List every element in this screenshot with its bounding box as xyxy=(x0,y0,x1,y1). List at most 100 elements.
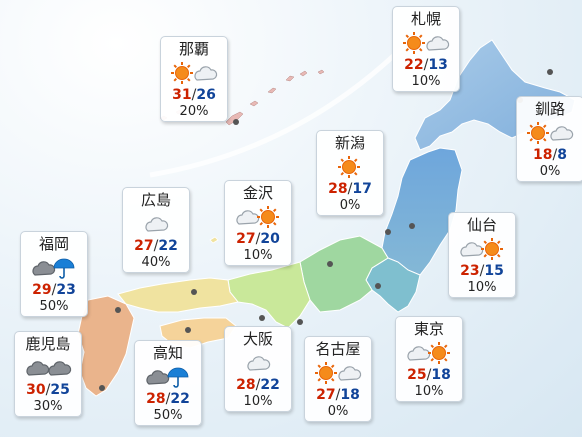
precip-probability: 50% xyxy=(153,408,183,423)
forecast-card[interactable]: 東京 25/18 10% xyxy=(395,316,463,402)
sun-icon xyxy=(527,122,549,144)
high-temp: 30 xyxy=(26,382,46,398)
forecast-card[interactable]: 那覇 31/26 20% xyxy=(160,36,228,122)
city-name: 広島 xyxy=(140,191,171,209)
weather-icons xyxy=(21,254,87,282)
low-temp: 15 xyxy=(484,263,504,279)
precip-probability: 10% xyxy=(467,280,497,295)
temperature: 31/26 xyxy=(161,87,227,104)
forecast-card[interactable]: 高知 28/22 50% xyxy=(134,340,202,426)
cloud-icon xyxy=(146,370,170,385)
forecast-card[interactable]: 名古屋 27/18 0% xyxy=(304,336,372,422)
city-name: 高知 xyxy=(152,344,183,362)
temp-separator: / xyxy=(165,391,171,407)
low-temp: 17 xyxy=(352,181,372,197)
cloud-icon xyxy=(145,217,169,232)
weather-icons xyxy=(161,59,227,87)
sun-icon xyxy=(315,362,337,384)
temperature: 22/13 xyxy=(393,57,459,74)
cloud-icon xyxy=(48,361,72,376)
weather-icons xyxy=(135,363,201,391)
city-name: 新潟 xyxy=(334,134,365,152)
city-name: 名古屋 xyxy=(315,340,361,358)
temperature: 18/8 xyxy=(517,147,582,164)
city-name: 金沢 xyxy=(242,184,273,202)
temperature: 23/15 xyxy=(449,263,515,280)
forecast-card[interactable]: 広島 27/22 40% xyxy=(122,187,190,273)
high-temp: 29 xyxy=(32,282,52,298)
temperature: 30/25 xyxy=(15,382,81,399)
forecast-card[interactable]: 釧路 18/8 0% xyxy=(516,96,582,182)
temp-separator: / xyxy=(153,238,159,254)
city-name: 那覇 xyxy=(178,40,209,58)
cloud-icon xyxy=(247,356,271,371)
high-temp: 22 xyxy=(404,57,424,73)
cloud-icon xyxy=(26,361,50,376)
high-temp: 28 xyxy=(146,391,166,407)
cloud-icon xyxy=(194,66,218,81)
city-name: 東京 xyxy=(413,320,444,338)
weather-icons xyxy=(449,235,515,263)
weather-icons xyxy=(393,29,459,57)
sun-icon xyxy=(481,238,503,260)
forecast-card[interactable]: 仙台 23/15 10% xyxy=(448,212,516,298)
high-temp: 27 xyxy=(134,238,154,254)
high-temp: 28 xyxy=(328,181,348,197)
precip-probability: 10% xyxy=(243,248,273,263)
forecast-card[interactable]: 鹿児島 30/25 30% xyxy=(14,331,82,417)
forecast-card[interactable]: 福岡 29/23 50% xyxy=(20,231,88,317)
temperature: 27/20 xyxy=(225,231,291,248)
forecast-card[interactable]: 新潟 28/17 0% xyxy=(316,130,384,216)
sun-icon xyxy=(338,156,360,178)
precip-probability: 30% xyxy=(33,399,63,414)
forecast-card[interactable]: 金沢 27/20 10% xyxy=(224,180,292,266)
temp-separator: / xyxy=(51,282,57,298)
city-name: 福岡 xyxy=(38,235,69,253)
precip-probability: 10% xyxy=(411,74,441,89)
temp-separator: / xyxy=(479,263,485,279)
low-temp: 25 xyxy=(50,382,70,398)
high-temp: 27 xyxy=(236,231,256,247)
okinawa-divider-arc xyxy=(149,38,412,178)
forecast-card[interactable]: 札幌 22/13 10% xyxy=(392,6,460,92)
temp-separator: / xyxy=(347,181,353,197)
temperature: 28/22 xyxy=(225,377,291,394)
weather-icons xyxy=(225,349,291,377)
city-name: 釧路 xyxy=(534,100,565,118)
temp-separator: / xyxy=(45,382,51,398)
cloud-icon xyxy=(236,210,260,225)
high-temp: 25 xyxy=(407,367,427,383)
high-temp: 18 xyxy=(533,147,553,163)
high-temp: 28 xyxy=(236,377,256,393)
weather-icons xyxy=(317,153,383,181)
low-temp: 22 xyxy=(260,377,280,393)
temperature: 27/18 xyxy=(305,387,371,404)
precip-probability: 20% xyxy=(179,104,209,119)
chubu xyxy=(299,235,389,313)
high-temp: 27 xyxy=(316,387,336,403)
temperature: 27/22 xyxy=(123,238,189,255)
low-temp: 20 xyxy=(260,231,280,247)
forecast-card[interactable]: 大阪 28/22 10% xyxy=(224,326,292,412)
precip-probability: 50% xyxy=(39,299,69,314)
precip-probability: 0% xyxy=(327,404,349,419)
temp-separator: / xyxy=(191,87,197,103)
low-temp: 23 xyxy=(56,282,76,298)
low-temp: 18 xyxy=(431,367,451,383)
low-temp: 13 xyxy=(428,57,448,73)
high-temp: 31 xyxy=(172,87,192,103)
tohoku xyxy=(381,147,463,276)
sun-icon xyxy=(403,32,425,54)
high-temp: 23 xyxy=(460,263,480,279)
umbrella-icon xyxy=(53,258,75,279)
low-temp: 26 xyxy=(196,87,216,103)
city-markers xyxy=(99,69,553,391)
city-name: 鹿児島 xyxy=(25,335,71,353)
low-temp: 8 xyxy=(557,147,567,163)
precip-probability: 10% xyxy=(414,384,444,399)
temp-separator: / xyxy=(255,377,261,393)
weather-icons xyxy=(123,210,189,238)
weather-icons xyxy=(225,203,291,231)
temp-separator: / xyxy=(335,387,341,403)
